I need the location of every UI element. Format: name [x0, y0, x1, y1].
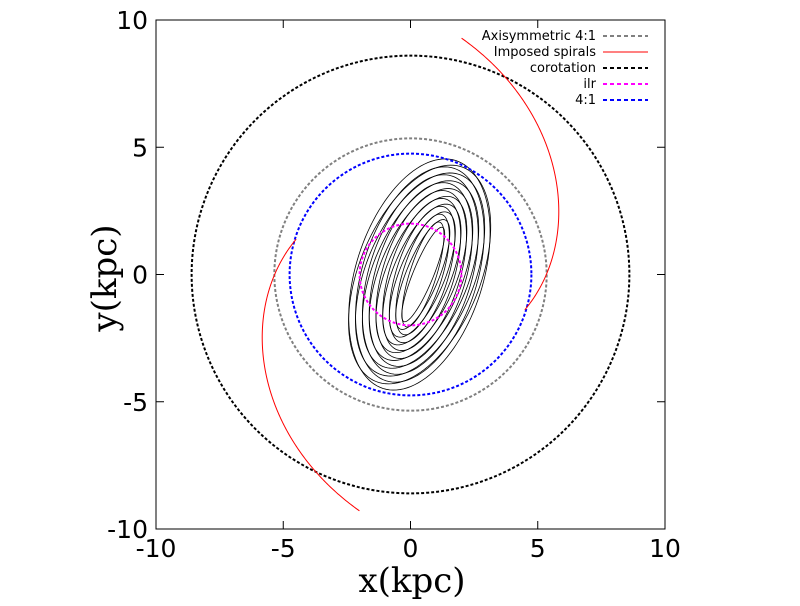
orbit-line — [382, 198, 462, 351]
legend-label: Axisymmetric 4:1 — [482, 29, 596, 44]
orbit-line — [401, 221, 445, 328]
orbit-line — [382, 203, 462, 346]
x-axis-title: x(kpc) — [358, 561, 465, 601]
spiral-arm-2 — [261, 238, 360, 512]
x-tick-label: 0 — [403, 534, 419, 563]
x-tick-label: -5 — [271, 534, 296, 563]
orbit-line — [395, 219, 451, 330]
orbit-line — [395, 213, 450, 336]
x-tick-label: -10 — [136, 534, 177, 563]
orbit-family — [348, 158, 492, 391]
orbit-line — [368, 182, 473, 367]
y-tick-label: 0 — [132, 261, 148, 290]
orbit-line — [388, 211, 456, 338]
imposed-spirals — [261, 37, 560, 512]
orbit-line — [401, 226, 446, 323]
circle-4-1 — [288, 152, 533, 397]
axis-ticks — [155, 19, 666, 530]
tick-labels: -10 -5 0 5 10 -10 -5 0 5 10 — [107, 6, 681, 563]
circle-axisymmetric-4-1 — [273, 137, 548, 412]
x-tick-label: 10 — [649, 534, 681, 563]
legend-label: 4:1 — [575, 93, 596, 108]
legend-label: corotation — [530, 61, 596, 76]
x-tick-label: 5 — [530, 534, 546, 563]
orbit-line — [348, 158, 491, 391]
circle-corotation — [190, 54, 631, 495]
orbit-line — [361, 174, 479, 375]
orbit-line — [375, 190, 467, 359]
y-tick-label: -10 — [107, 515, 148, 544]
resonance-circles — [190, 54, 631, 495]
y-axis-title: y(kpc) — [85, 224, 125, 332]
circle-ilr — [358, 222, 463, 327]
y-tick-label: 5 — [132, 133, 148, 162]
y-tick-label: 10 — [116, 6, 148, 35]
spiral-arm-1 — [461, 37, 560, 311]
legend-label: ilr — [583, 77, 596, 92]
legend-label: Imposed spirals — [494, 45, 596, 60]
y-tick-label: -5 — [123, 388, 148, 417]
